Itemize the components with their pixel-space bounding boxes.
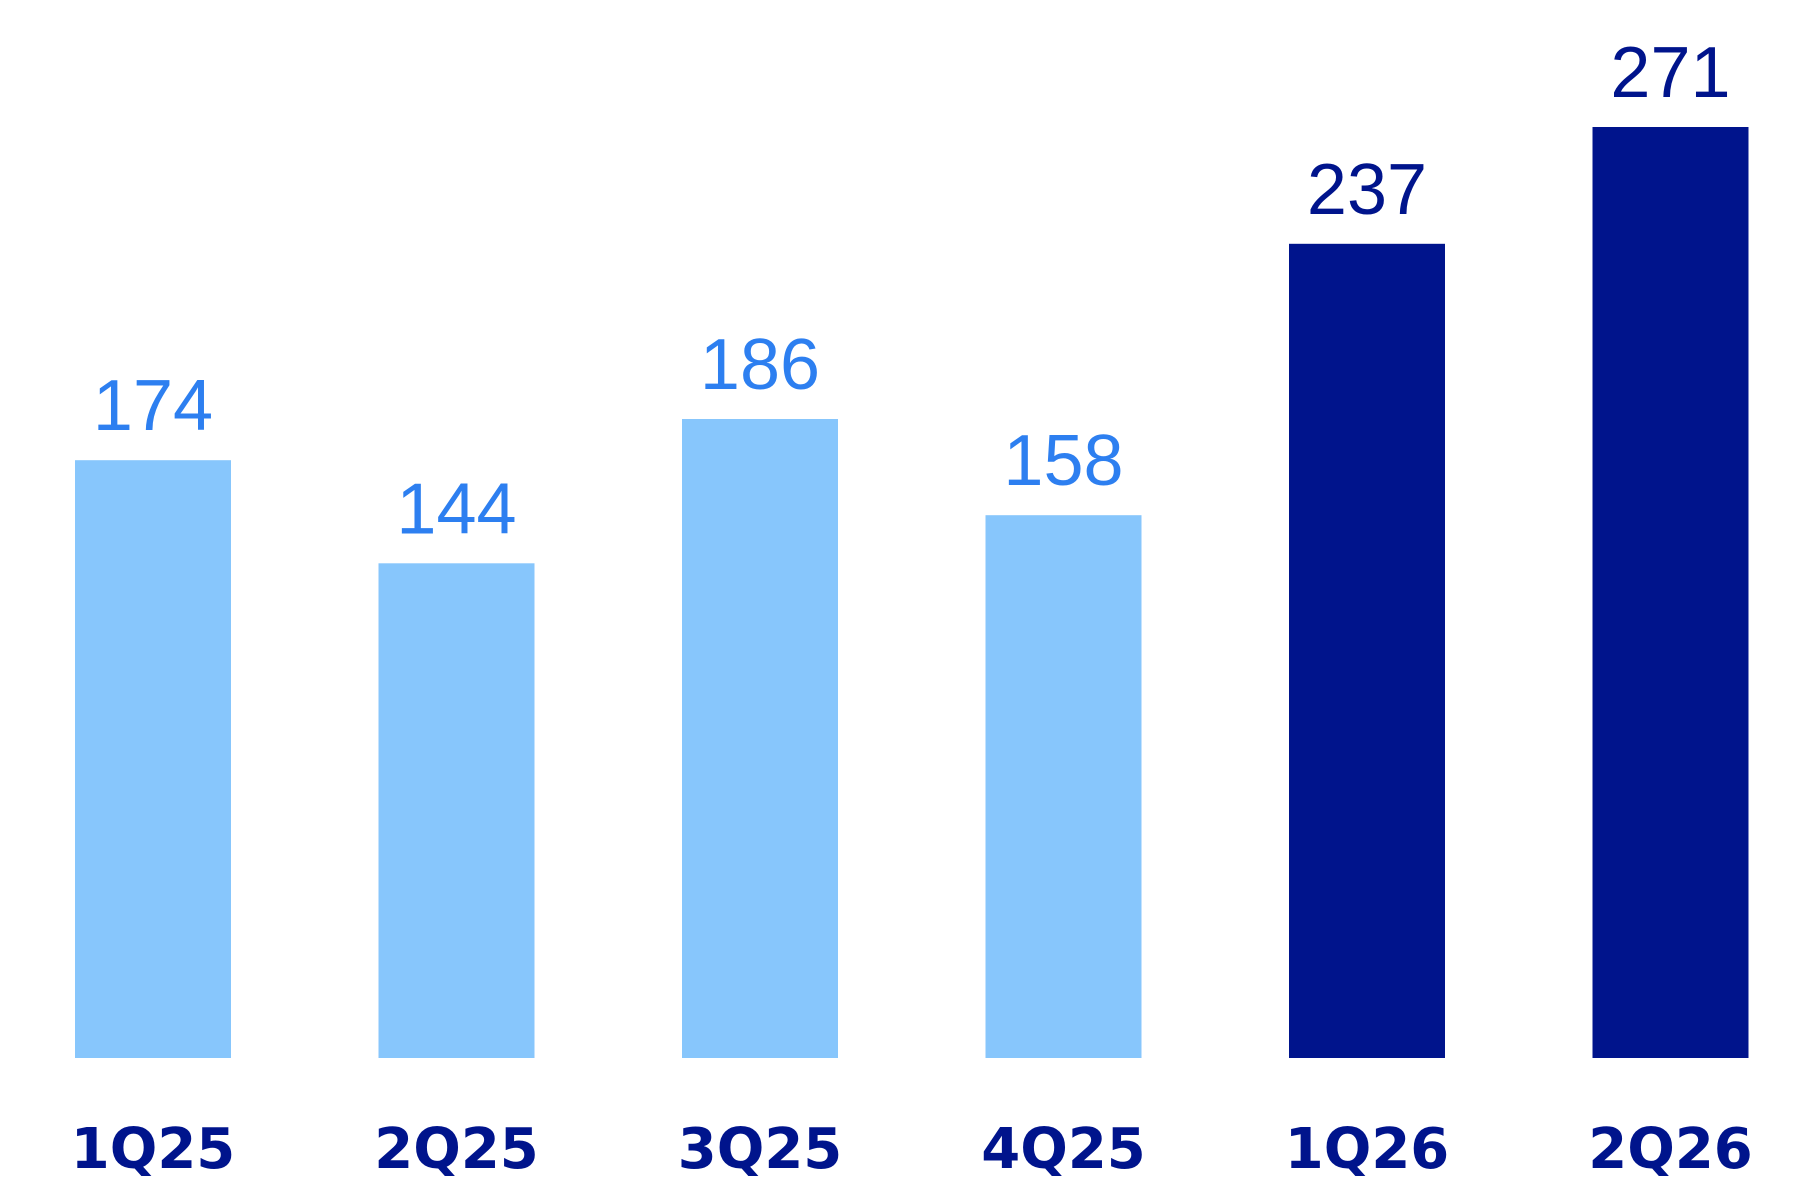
bar-2q26 xyxy=(1592,127,1749,1058)
category-label-1q26: 1Q26 xyxy=(1285,1117,1450,1182)
value-label-3q25: 186 xyxy=(700,325,820,405)
bar-4q25 xyxy=(985,515,1142,1058)
category-label-1q25: 1Q25 xyxy=(71,1117,236,1182)
value-label-2q25: 144 xyxy=(396,469,516,549)
bar-3q25 xyxy=(682,419,838,1058)
category-label-2q25: 2Q25 xyxy=(374,1117,539,1182)
category-label-4q25: 4Q25 xyxy=(981,1117,1146,1182)
bar-1q26 xyxy=(1289,243,1445,1059)
value-label-1q26: 237 xyxy=(1307,150,1427,230)
value-label-4q25: 158 xyxy=(1003,421,1123,501)
value-label-2q26: 271 xyxy=(1610,33,1730,113)
bar-2q25 xyxy=(378,563,535,1058)
value-label-1q25: 174 xyxy=(93,366,213,446)
category-label-3q25: 3Q25 xyxy=(678,1117,843,1182)
bar-1q25 xyxy=(75,460,231,1058)
category-label-2q26: 2Q26 xyxy=(1588,1117,1753,1182)
